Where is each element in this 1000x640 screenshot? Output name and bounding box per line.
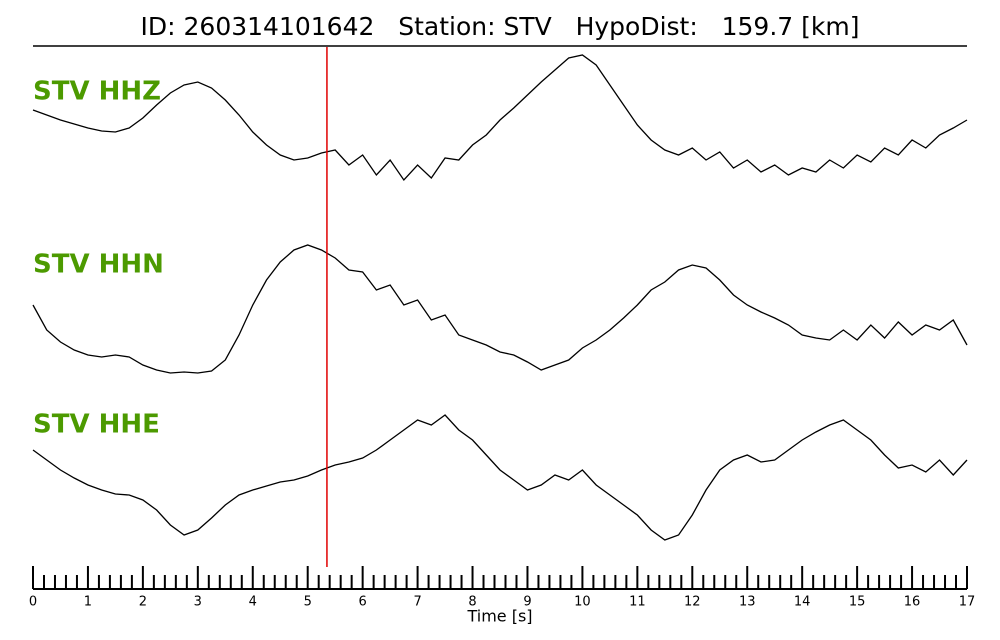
chart-title: ID: 260314101642 Station: STV HypoDist: …	[141, 12, 860, 41]
x-tick-label: 17	[959, 595, 976, 610]
x-tick-label: 4	[249, 595, 257, 610]
x-tick-label: 7	[413, 595, 421, 610]
x-tick-label: 0	[29, 595, 37, 610]
x-tick-label: 10	[574, 595, 591, 610]
x-tick-label: 14	[794, 595, 811, 610]
x-axis-title: Time [s]	[466, 607, 532, 626]
x-tick-label: 2	[139, 595, 147, 610]
trace-label: STV HHN	[33, 250, 164, 280]
x-tick-label: 11	[629, 595, 646, 610]
x-tick-label: 15	[849, 595, 866, 610]
x-tick-label: 13	[739, 595, 756, 610]
x-tick-label: 5	[304, 595, 312, 610]
x-tick-label: 3	[194, 595, 202, 610]
trace-line	[32, 54, 968, 182]
x-tick-label: 12	[684, 595, 701, 610]
x-tick-label: 8	[468, 595, 476, 610]
x-tick-label: 6	[359, 595, 367, 610]
x-tick-label: 9	[523, 595, 531, 610]
trace-line	[32, 244, 968, 374]
trace-label: STV HHE	[33, 410, 160, 440]
trace-label: STV HHZ	[33, 77, 161, 107]
x-tick-label: 1	[84, 595, 92, 610]
trace-line	[32, 414, 968, 541]
x-tick-label: 16	[904, 595, 921, 610]
